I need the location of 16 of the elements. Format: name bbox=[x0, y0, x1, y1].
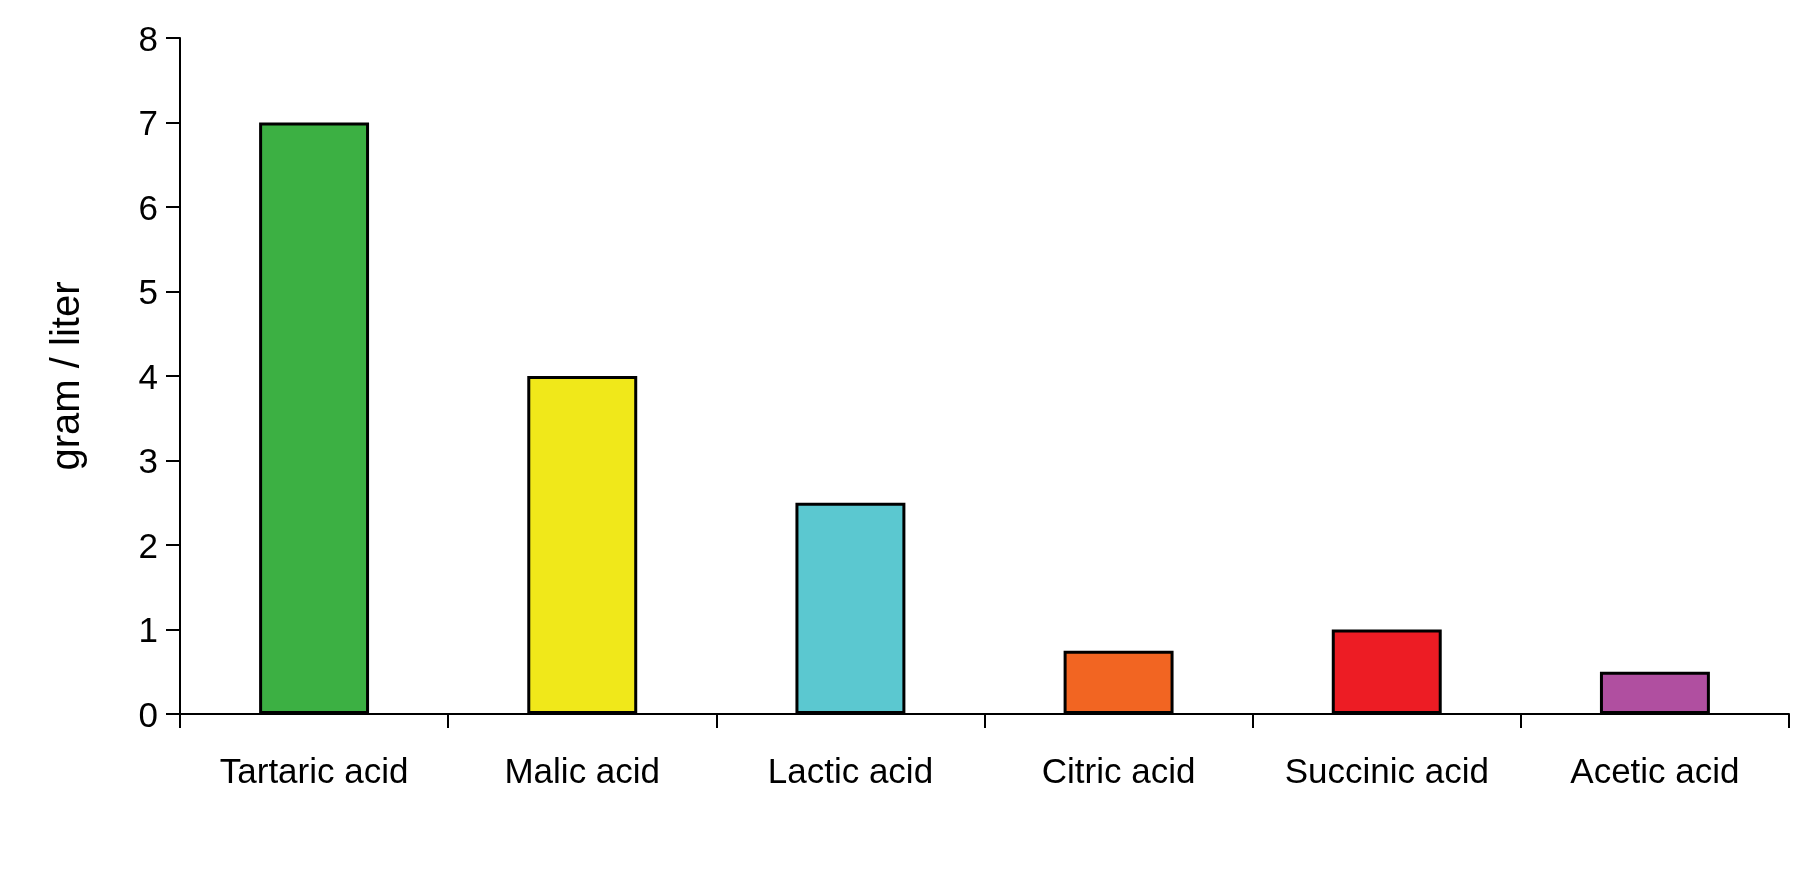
y-tick-label: 2 bbox=[138, 525, 158, 565]
y-tick-label: 7 bbox=[138, 103, 158, 142]
y-tick-label: 4 bbox=[138, 356, 158, 396]
y-tick-label: 6 bbox=[138, 187, 158, 227]
y-tick-label: 3 bbox=[138, 441, 158, 480]
x-tick-label: Acetic acid bbox=[1570, 750, 1740, 790]
y-tick-label: 8 bbox=[138, 18, 158, 58]
y-tick-label: 0 bbox=[138, 694, 158, 734]
x-tick-label: Tartaric acid bbox=[219, 750, 409, 790]
x-tick-label: Citric acid bbox=[1041, 750, 1196, 790]
y-tick-label: 1 bbox=[138, 610, 158, 649]
y-axis-title: gram / liter bbox=[43, 281, 87, 471]
x-tick-label: Malic acid bbox=[504, 750, 661, 790]
x-tick-label: Succinic acid bbox=[1284, 750, 1489, 790]
x-tick-label: Lactic acid bbox=[767, 750, 934, 790]
y-tick-label: 5 bbox=[138, 272, 158, 311]
